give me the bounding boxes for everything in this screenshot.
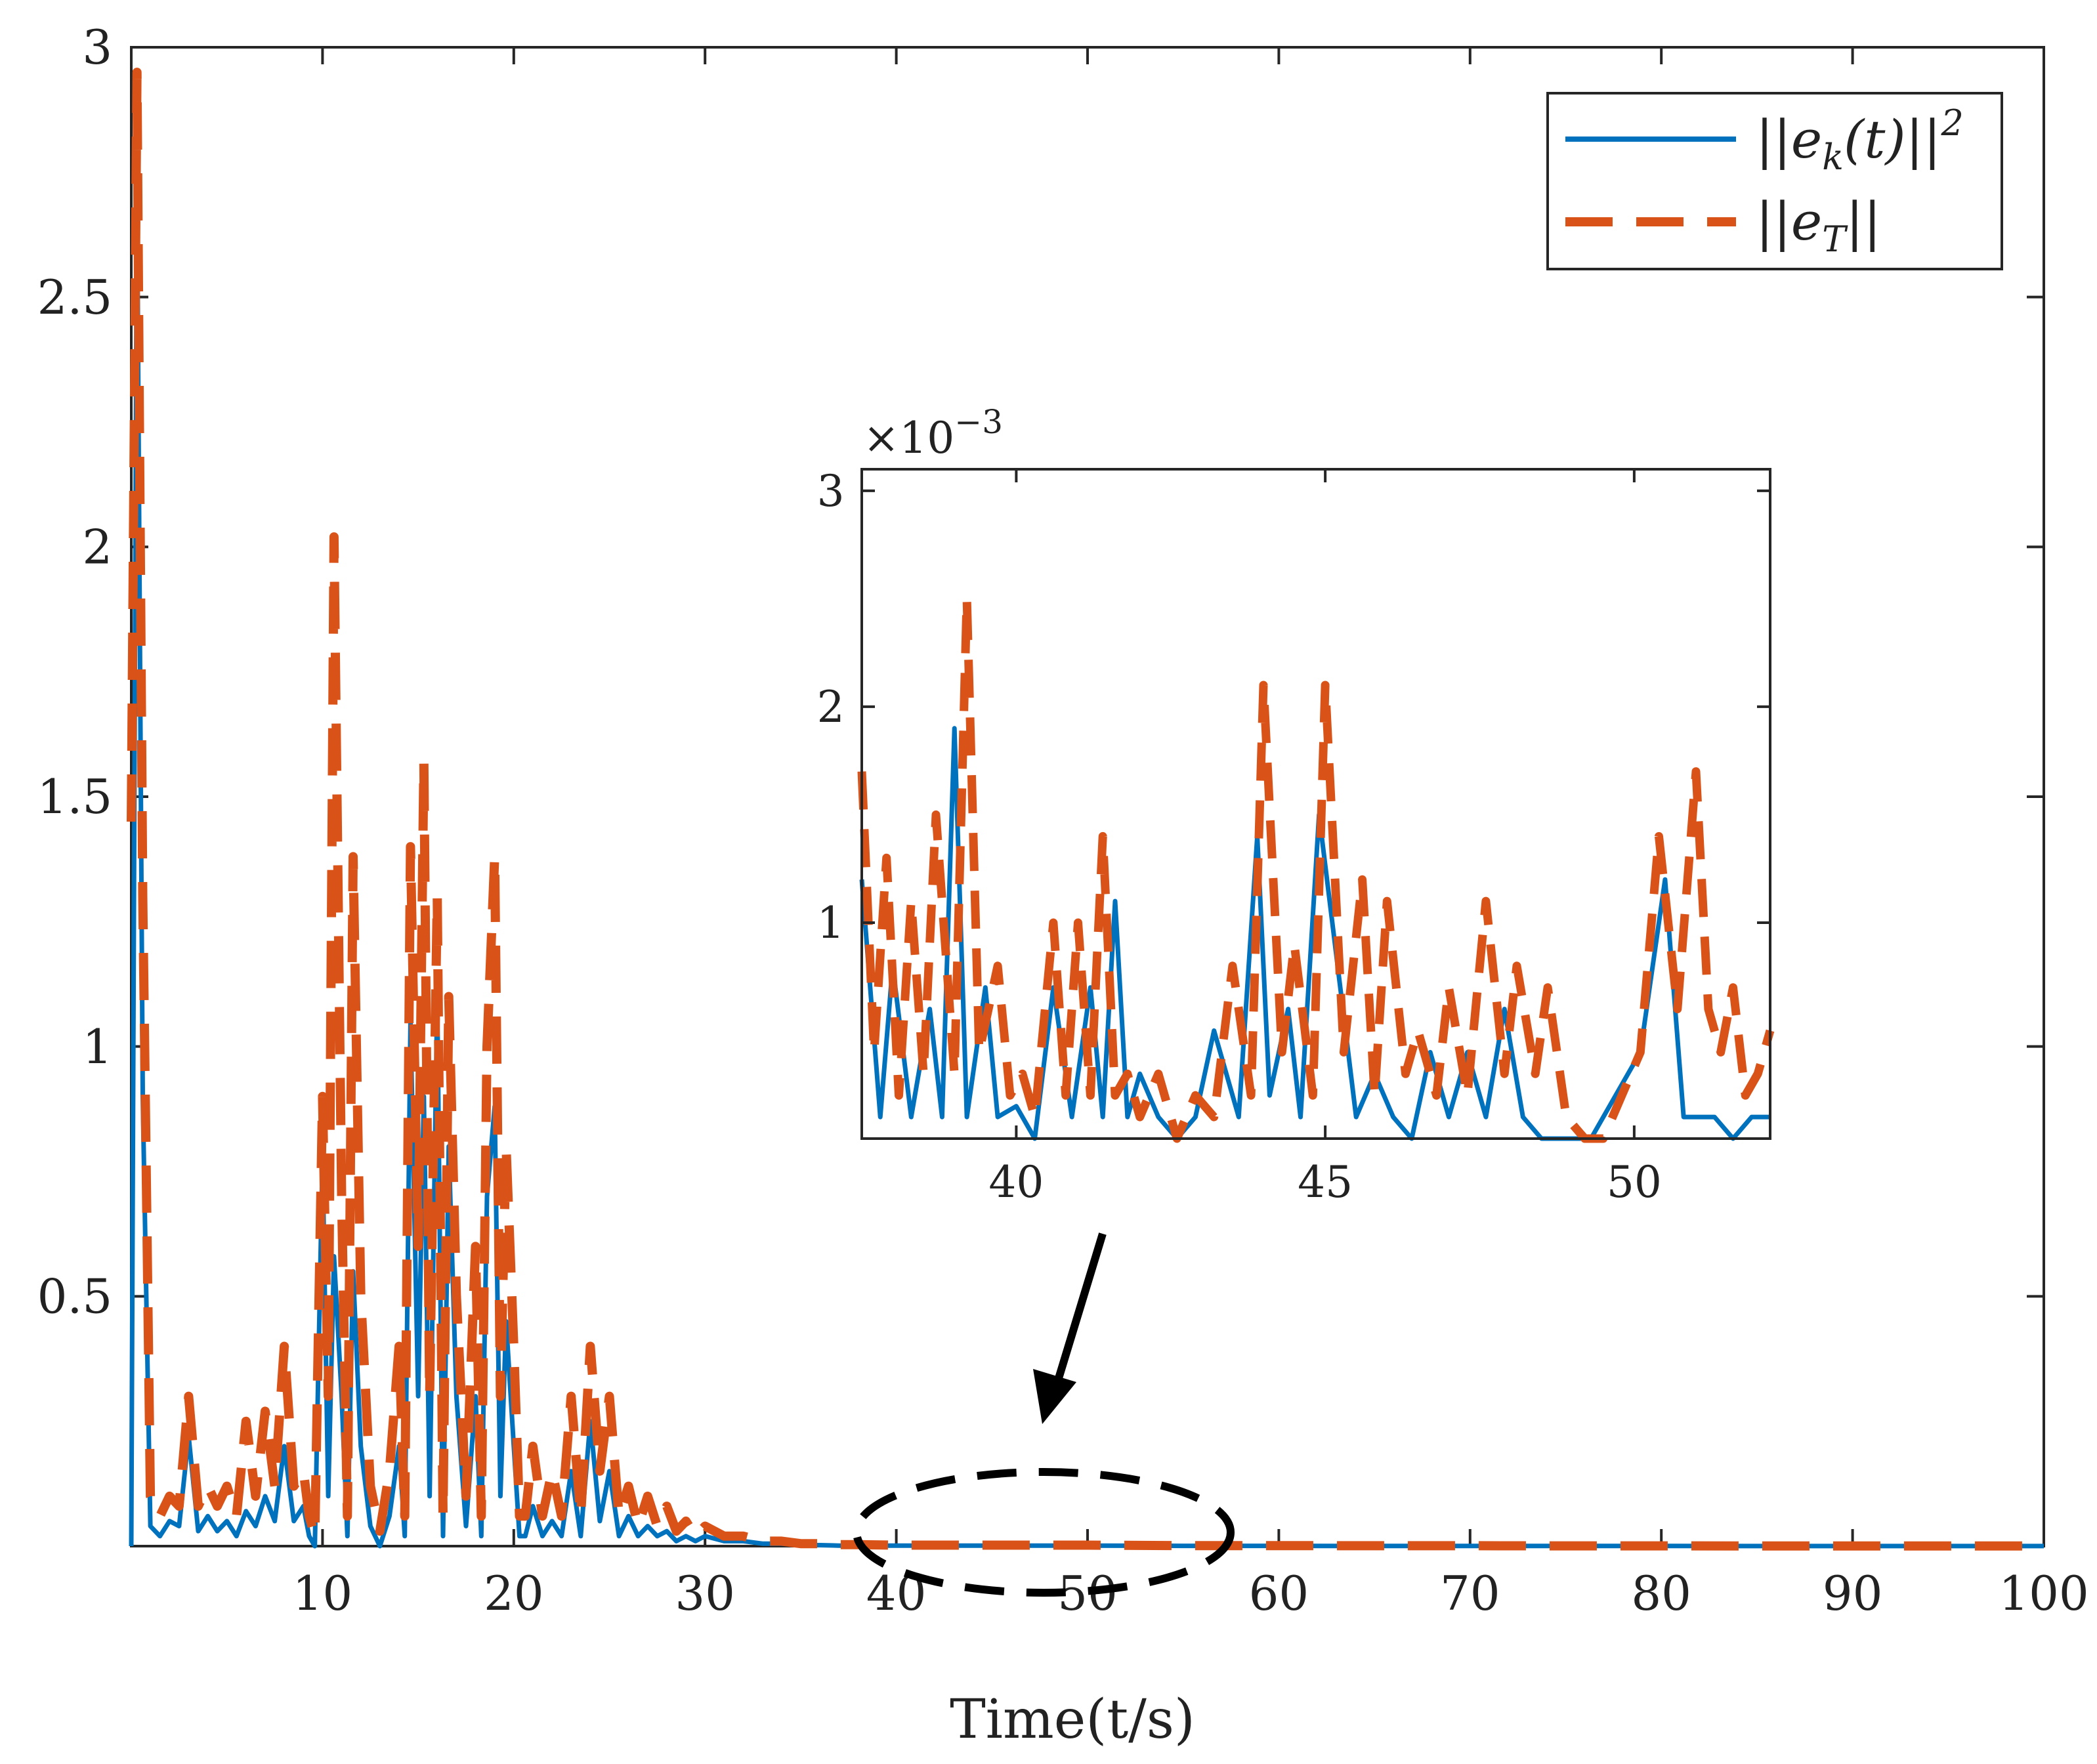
main-ytick-label: 1 [82, 1019, 112, 1074]
inset-series-et-dashed [857, 594, 1775, 1143]
main-ytick-label: 0.5 [37, 1269, 113, 1324]
main-xtick-label: 20 [484, 1566, 544, 1621]
main-ytick-label: 2.5 [37, 270, 113, 325]
inset-xtick-label: 45 [1298, 1157, 1353, 1208]
inset-exponent-power: −3 [954, 403, 1003, 441]
legend-ek-prefix: ||e [1756, 109, 1822, 170]
zoom-arrow-head [1033, 1369, 1076, 1424]
inset-ticks [862, 469, 1770, 1139]
inset-ytick-label: 2 [817, 682, 845, 732]
main-series-et-dashed [127, 68, 2044, 1551]
legend-ek-sub: k [1822, 136, 1844, 178]
main-x-tick-labels: 10 20 30 40 50 60 70 80 90 100 [293, 1566, 2089, 1621]
inset-xtick-label: 40 [988, 1157, 1044, 1208]
main-ytick-label: 1.5 [37, 769, 113, 824]
main-plot: 10 20 30 40 50 60 70 80 90 100 0.5 1 1.5 2 2.5 3 Time(… [37, 20, 2089, 1751]
inset-ytick-label: 3 [817, 466, 845, 516]
legend-et-sub: T [1822, 219, 1848, 260]
inset-xtick-label: 50 [1607, 1157, 1662, 1208]
inset-background [862, 469, 1770, 1139]
legend-ek-mid: (t)|| [1844, 109, 1941, 170]
main-xtick-label: 30 [675, 1566, 735, 1621]
main-ytick-label: 2 [82, 520, 112, 575]
legend-label-ek: ||ek(t)||2 [1756, 102, 1964, 178]
main-xtick-label: 70 [1440, 1566, 1500, 1621]
zoom-arrow-shaft [1053, 1232, 1107, 1386]
legend-box [1546, 92, 2003, 270]
legend-ek-sup: 2 [1940, 102, 1963, 144]
inset-ytick-label: 1 [817, 898, 845, 948]
main-xtick-label: 60 [1249, 1566, 1309, 1621]
x-axis-title: Time(t/s) [950, 1689, 1195, 1751]
inset-plot: 40 45 50 1 2 3 ×10−3 [817, 403, 1775, 1208]
inset-exponent-label: ×10−3 [863, 403, 1003, 463]
main-xtick-label: 10 [293, 1566, 353, 1621]
inset-x-tick-labels: 40 45 50 [988, 1157, 1661, 1208]
main-y-tick-labels: 0.5 1 1.5 2 2.5 3 [37, 20, 113, 1324]
legend-et-prefix: ||e [1756, 191, 1822, 252]
main-xtick-label: 90 [1823, 1566, 1883, 1621]
zoom-annotation [853, 1232, 1235, 1597]
inset-exponent-base: ×10 [863, 413, 954, 463]
inset-series-lines [857, 594, 1775, 1143]
legend: ||ek(t)||2 ||eT|| [1546, 92, 2003, 270]
legend-et-mid: || [1846, 191, 1881, 252]
main-xtick-label: 100 [1999, 1566, 2088, 1621]
main-xtick-label: 50 [1057, 1566, 1118, 1621]
main-ytick-label: 3 [82, 20, 112, 75]
inset-y-tick-labels: 1 2 3 [817, 466, 845, 948]
main-xtick-label: 80 [1631, 1566, 1691, 1621]
legend-label-et: ||eT|| [1756, 191, 1881, 260]
main-series-lines [127, 68, 2044, 1551]
inset-axes-frame [860, 468, 1771, 1140]
zoom-region-ellipse [853, 1468, 1235, 1597]
